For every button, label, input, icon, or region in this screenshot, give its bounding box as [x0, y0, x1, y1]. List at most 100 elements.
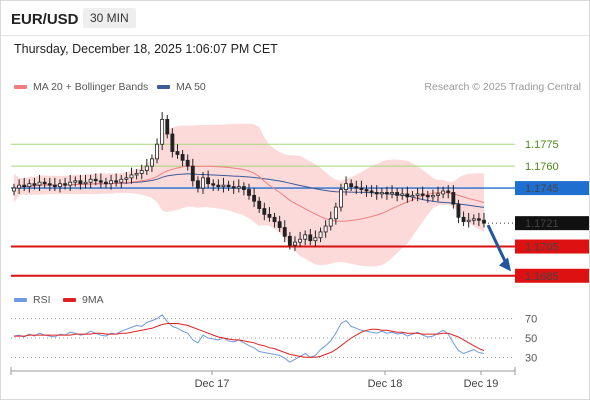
candle — [349, 183, 354, 188]
candle — [323, 225, 328, 233]
legend-rsi-ma-label: 9MA — [82, 294, 104, 306]
candle — [390, 192, 394, 195]
candle — [420, 193, 425, 196]
legend-rsi-ma: 9MA — [63, 294, 104, 306]
candle — [93, 178, 98, 182]
support-label-2-bg — [515, 268, 589, 283]
timeframe-badge[interactable]: 30 MIN — [83, 8, 136, 28]
candle — [216, 184, 221, 188]
candle — [160, 118, 165, 145]
candle — [359, 187, 364, 190]
timestamp: Thursday, December 18, 2025 1:06:07 PM C… — [14, 42, 278, 56]
candle — [415, 193, 420, 196]
pivot-label: 1.1745 — [525, 183, 559, 195]
candle — [150, 158, 154, 167]
candle — [104, 181, 108, 185]
candle — [287, 235, 292, 246]
candle — [134, 173, 139, 176]
x-tick-label: Dec 17 — [195, 378, 230, 390]
legend-ma20: MA 20 + Bollinger Bands — [14, 81, 148, 93]
candle — [267, 213, 272, 218]
candle — [211, 183, 216, 186]
candle — [185, 159, 190, 167]
candle — [37, 181, 42, 186]
candle — [298, 238, 303, 243]
candle — [144, 165, 149, 171]
candle — [257, 200, 262, 209]
candle — [451, 192, 456, 205]
candle — [17, 184, 22, 189]
candle — [313, 237, 318, 242]
candle — [272, 216, 277, 223]
candle — [293, 241, 297, 246]
candle — [83, 181, 88, 185]
candle — [206, 177, 211, 185]
candle — [425, 194, 430, 198]
candle — [73, 180, 78, 183]
x-tick-label: Dec 19 — [464, 378, 499, 390]
candle — [32, 183, 37, 186]
candle — [119, 178, 124, 183]
ma50-swatch — [157, 85, 170, 90]
ma20-swatch — [14, 85, 27, 90]
candle — [385, 192, 389, 195]
candle — [165, 118, 170, 135]
legend-ma50: MA 50 — [157, 81, 206, 93]
instrument-title: EUR/USD — [11, 11, 79, 28]
support-label-2: 1.1685 — [525, 271, 559, 283]
rsi-tick-label: 70 — [525, 314, 537, 326]
candle — [129, 174, 134, 179]
forecast-arrow-head — [499, 257, 511, 272]
candle — [262, 208, 267, 215]
candle — [318, 231, 323, 239]
candle — [139, 170, 144, 174]
candle — [400, 193, 405, 196]
candle — [98, 180, 103, 183]
candle — [52, 184, 57, 188]
credit-text: Research © 2025 Trading Central — [424, 81, 581, 93]
legend-rsi-label: RSI — [33, 294, 51, 306]
candle — [68, 181, 73, 186]
candle — [114, 180, 119, 183]
candle — [241, 186, 246, 190]
candle — [374, 192, 379, 195]
legend-rsi: RSI — [14, 294, 51, 306]
chart-header: EUR/USD 30 MIN — [1, 1, 589, 36]
candle — [22, 184, 27, 188]
rsi-ma-line — [14, 323, 485, 358]
candle — [88, 178, 93, 183]
legend-ma20-label: MA 20 + Bollinger Bands — [33, 81, 149, 93]
candle — [78, 180, 83, 185]
candle — [63, 183, 68, 186]
candle — [195, 180, 200, 189]
rsi-ma-swatch — [63, 298, 76, 303]
candle — [175, 151, 180, 155]
candle — [47, 183, 52, 186]
candle — [58, 183, 62, 188]
candle — [333, 206, 338, 220]
rsi-tick-label: 30 — [525, 352, 537, 364]
candle — [436, 193, 440, 196]
rsi-tick-label: 50 — [525, 333, 537, 345]
candle — [369, 190, 374, 193]
candle — [405, 193, 410, 198]
x-tick-label: Dec 18 — [368, 378, 403, 390]
candle — [42, 181, 47, 185]
candle — [12, 187, 16, 192]
candle — [354, 186, 359, 189]
pivot-label-bg — [515, 181, 589, 196]
candle — [441, 190, 446, 195]
candle — [461, 216, 466, 223]
candle — [124, 177, 129, 180]
current-price-label-bg — [515, 216, 589, 231]
forecast-arrow-shaft — [486, 224, 509, 267]
candle — [410, 194, 415, 198]
rsi-line — [13, 314, 485, 363]
candle — [109, 180, 113, 185]
candle — [364, 189, 369, 192]
candle — [466, 219, 471, 223]
candle — [344, 183, 348, 190]
candle — [180, 154, 185, 161]
